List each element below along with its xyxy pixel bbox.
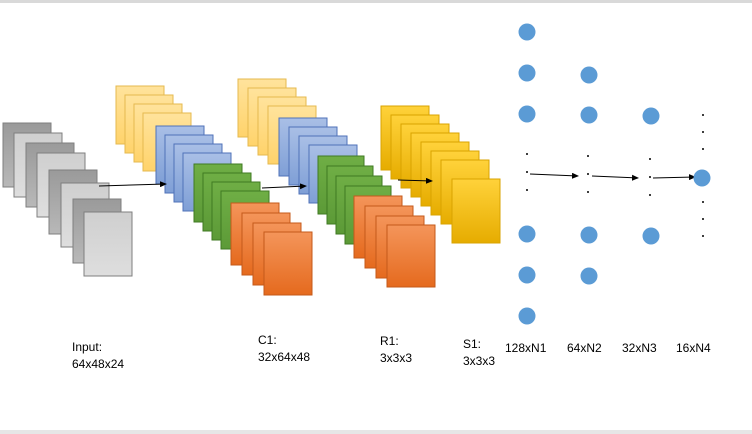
layer-n3-nodes xyxy=(642,107,660,245)
top-border xyxy=(0,0,752,3)
c1-green-maps xyxy=(193,163,270,250)
c1-label-dims: 32x64x48 xyxy=(258,350,311,364)
input-feature-maps xyxy=(2,122,133,277)
s1-gold-maps xyxy=(380,105,501,244)
n3-label: 32xN3 xyxy=(622,341,657,355)
r1-orange-maps xyxy=(353,195,436,288)
input-label: Input: 64x48x24 xyxy=(72,339,124,373)
r1-label: R1: 3x3x3 xyxy=(380,333,412,367)
s1-label-dims: 3x3x3 xyxy=(463,354,496,368)
layer-n2-ellipsis xyxy=(587,155,589,193)
input-label-title: Input: xyxy=(72,340,103,354)
layer-n2-nodes xyxy=(580,66,598,285)
layer-n4-ellipsis xyxy=(702,114,704,237)
layer-n4-nodes xyxy=(693,169,711,187)
n2-label: 64xN2 xyxy=(567,341,602,355)
s1-label-title: S1: xyxy=(463,337,482,351)
layer-n1-nodes xyxy=(518,23,536,325)
r1-label-dims: 3x3x3 xyxy=(380,351,413,365)
layer-n3-ellipsis xyxy=(649,158,651,196)
n4-label: 16xN4 xyxy=(676,341,711,355)
c1-label-title: C1: xyxy=(258,333,277,347)
s1-label: S1: 3x3x3 xyxy=(463,336,495,370)
n1-label: 128xN1 xyxy=(505,341,547,355)
connection-arrows xyxy=(98,172,696,190)
c1-label: C1: 32x64x48 xyxy=(258,332,310,366)
input-label-dims: 64x48x24 xyxy=(72,357,125,371)
c1-orange-maps xyxy=(230,202,313,296)
layer-n1-ellipsis xyxy=(526,153,528,191)
r1-label-title: R1: xyxy=(380,334,399,348)
bottom-border xyxy=(0,430,752,434)
